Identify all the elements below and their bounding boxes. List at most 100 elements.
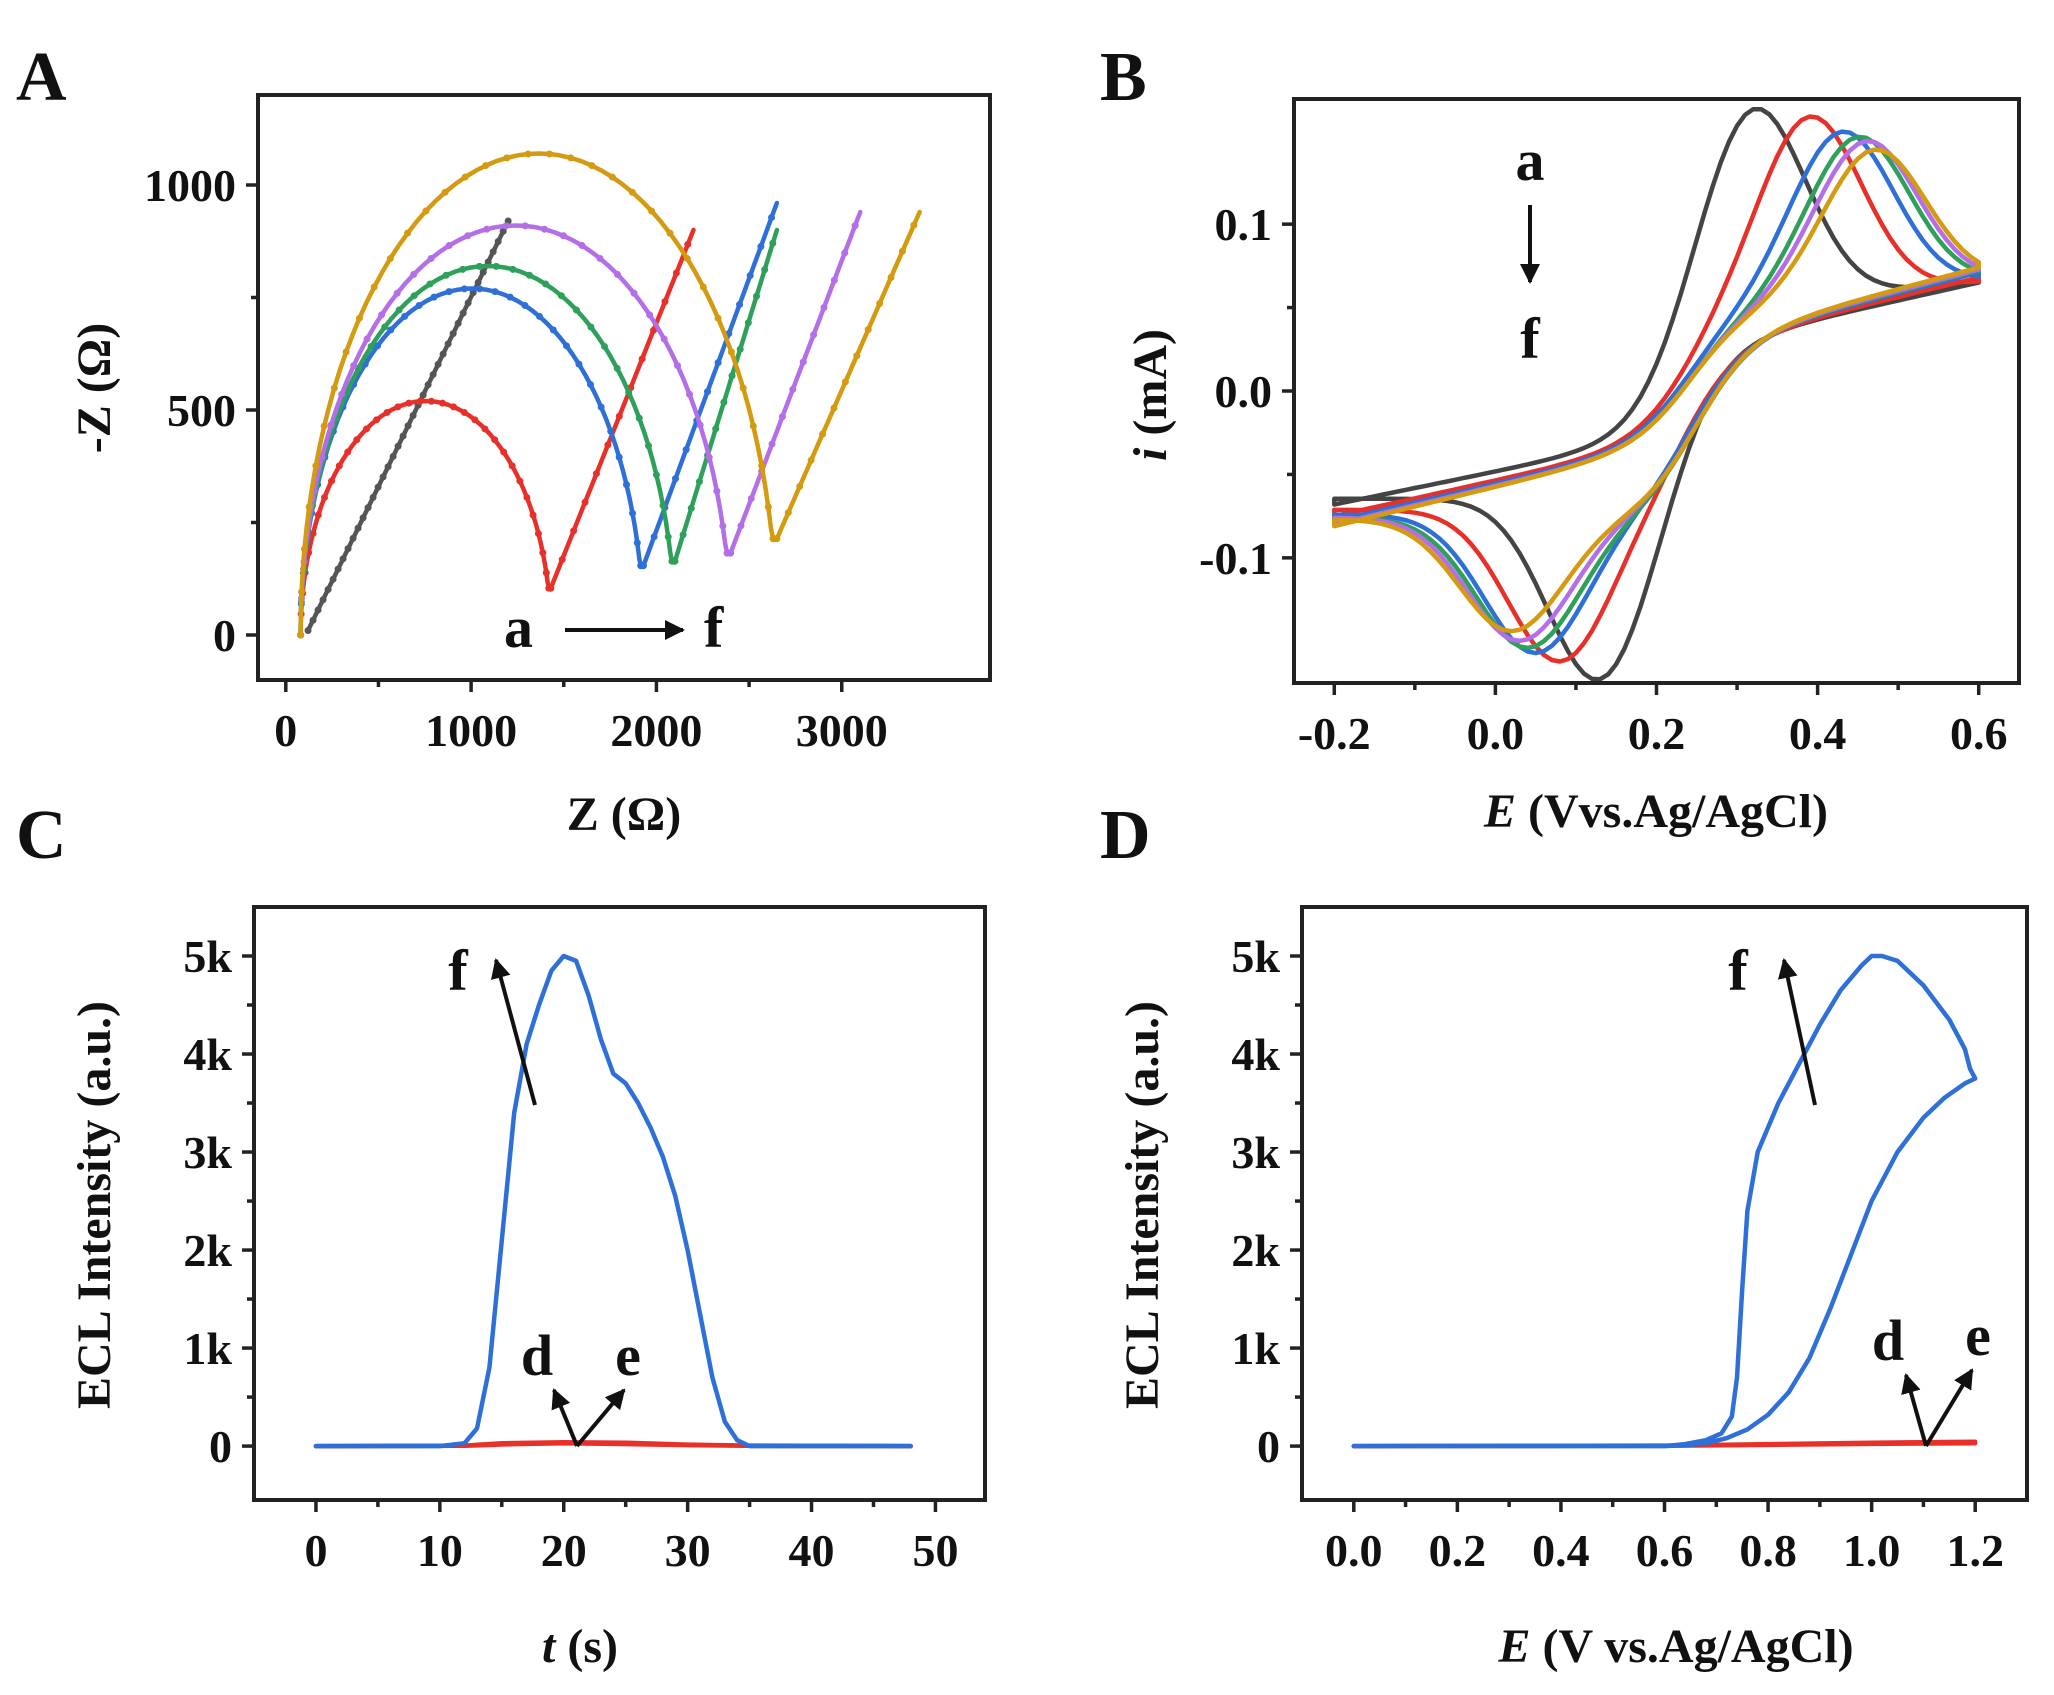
plot-a-series-e — [298, 209, 863, 638]
plot-a-point-a — [389, 452, 397, 460]
plot-b-series-e — [1332, 138, 1981, 644]
panel-c: C 0 10 20 30 40 50 0 1k 2k 3k 4k 5k t (s) ECL Intens… — [16, 797, 987, 1673]
plot-a-point-d — [557, 292, 565, 300]
plot-d-ytick-label: 1k — [1231, 1323, 1280, 1374]
plot-a-point-a — [344, 545, 352, 553]
plot-a-point-f — [749, 422, 757, 430]
plot-a-point-f — [298, 588, 306, 596]
plot-a-point-a — [469, 289, 477, 297]
panel-letter-b: B — [1100, 39, 1147, 116]
plot-a-point-b — [321, 493, 329, 501]
plot-a-point-f — [683, 255, 691, 263]
plot-a-point-b — [650, 326, 658, 334]
plot-a-point-f — [461, 173, 469, 181]
plot-c-xtick-label: 0 — [304, 1525, 327, 1576]
plot-a-point-b — [394, 403, 402, 411]
plot-a-point-c — [671, 475, 679, 483]
plot-a-point-d — [525, 271, 533, 279]
plot-c-series-f — [313, 953, 913, 1449]
plot-d-ticks: 0.0 0.2 0.4 0.6 0.8 1.0 1.2 0 1k 2k 3k 4k 5k — [1231, 931, 2004, 1576]
plot-a-point-d — [613, 364, 621, 372]
plot-a-point-d — [600, 343, 608, 351]
plot-a-point-e — [789, 385, 797, 393]
plot-c-xtick-label: 10 — [417, 1525, 463, 1576]
plot-c-frame — [252, 905, 987, 1502]
plot-a-point-e — [820, 304, 828, 312]
plot-a-point-a — [309, 616, 317, 624]
plot-a-point-c — [575, 360, 583, 368]
plot-a-point-e — [540, 225, 548, 233]
plot-a-point-f — [567, 154, 575, 162]
plot-a-point-a — [364, 504, 372, 512]
plot-b-series — [1332, 106, 1981, 682]
plot-a-point-f — [300, 545, 308, 553]
plot-a-point-c — [445, 288, 453, 296]
plot-a-xtick-label: 0 — [274, 705, 297, 756]
plot-a-point-b — [604, 441, 612, 449]
plot-a-point-a — [314, 606, 322, 614]
panel-d: D 0.0 0.2 0.4 0.6 0.8 1.0 1.2 0 1k 2k 3k 4k 5k E (V v… — [1100, 797, 2029, 1673]
plot-a-point-c — [476, 285, 484, 293]
plot-a-point-c — [714, 359, 722, 367]
plot-a-point-c — [736, 301, 744, 309]
plot-d-xtick-label: 0.4 — [1532, 1525, 1590, 1576]
plot-b-series-b — [1332, 114, 1981, 664]
plot-a-point-f — [330, 384, 338, 392]
plot-d-ytick-label: 4k — [1231, 1029, 1280, 1080]
plot-a-point-a — [399, 432, 407, 440]
plot-a-point-e — [338, 390, 346, 398]
plot-a-point-a — [359, 514, 367, 522]
plot-c-xtick-label: 40 — [789, 1525, 835, 1576]
plot-a-point-c — [607, 427, 615, 435]
plot-a-point-c — [549, 326, 557, 334]
plot-a-point-d — [492, 262, 500, 270]
plot-a-point-a — [349, 534, 357, 542]
plot-a-point-f — [404, 229, 412, 237]
plot-a-point-b — [592, 470, 600, 478]
plot-a-point-b — [335, 462, 343, 470]
plot-a-point-d — [671, 557, 679, 565]
plot-a-point-d — [381, 323, 389, 331]
plot-a-point-a — [379, 473, 387, 481]
plot-a-point-c — [387, 326, 395, 334]
plot-a-point-f — [305, 503, 313, 511]
plot-a-point-e — [327, 421, 335, 429]
plot-a-point-b — [542, 569, 550, 577]
plot-a-point-e — [727, 549, 735, 557]
plot-a-point-f — [887, 273, 895, 281]
plot-b-series-a — [1332, 106, 1981, 682]
plot-a-point-e — [719, 522, 727, 530]
plot-a-point-f — [714, 314, 722, 322]
plot-a-point-d — [728, 372, 736, 380]
plot-a-point-b — [481, 425, 489, 433]
plot-a-point-a — [424, 381, 432, 389]
plot-a-point-b — [558, 556, 566, 564]
plot-a-point-d — [744, 319, 752, 327]
plot-a-point-c — [633, 539, 641, 547]
plot-a-point-c — [374, 342, 382, 350]
plot-a-point-f — [764, 503, 772, 511]
plot-d-xlabel: E (V vs.Ag/AgCl) — [1497, 1620, 1853, 1673]
plot-a-xtick-label: 2000 — [610, 705, 702, 756]
plot-a-point-b — [383, 408, 391, 416]
plot-a-point-f — [830, 404, 838, 412]
plot-a-point-e — [810, 331, 818, 339]
plot-a-point-c — [615, 453, 623, 461]
panel-letter-c: C — [16, 797, 67, 874]
plot-a-point-d — [426, 280, 434, 288]
panel-letter-a: A — [16, 39, 67, 116]
plot-a-point-e — [378, 311, 386, 319]
plot-a-point-e — [673, 362, 681, 370]
plot-a-point-f — [796, 482, 804, 490]
plot-a-point-d — [625, 388, 633, 396]
plot-a-point-f — [422, 207, 430, 215]
plot-a-point-f — [545, 150, 553, 158]
plot-a-point-e — [410, 270, 418, 278]
plot-d-arrow-d — [1901, 1373, 1928, 1447]
plot-a-point-a — [474, 278, 482, 286]
panel-b: B -0.2 0.0 0.2 0.4 0.6 -0.1 0.0 0.1 E (Vvs.Ag/Ag… — [1100, 39, 2021, 838]
plot-a-point-d — [509, 265, 517, 273]
plot-a-annotation-a: a — [504, 595, 533, 660]
plot-d-ytick-label: 2k — [1231, 1225, 1280, 1276]
